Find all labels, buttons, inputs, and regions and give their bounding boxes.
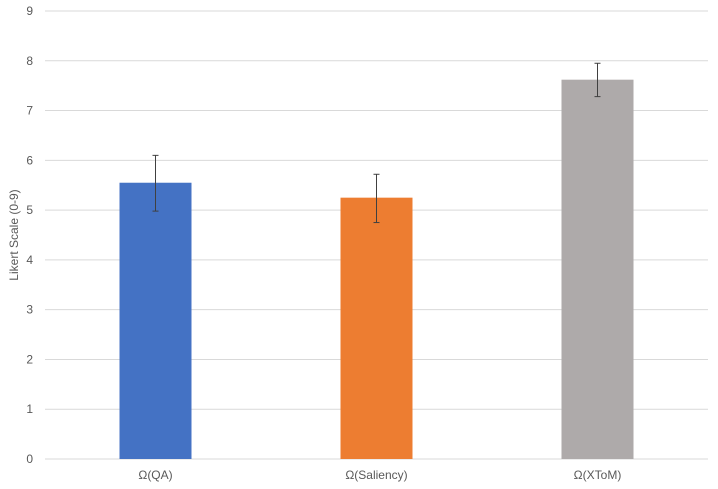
y-tick-label: 2 bbox=[26, 352, 33, 366]
x-axis-ticks: Ω(QA) Ω(Saliency) Ω(XToM) bbox=[138, 468, 621, 482]
error-bar bbox=[373, 173, 380, 224]
y-tick-label: 5 bbox=[26, 203, 33, 217]
y-tick-label: 0 bbox=[26, 452, 33, 466]
bars bbox=[119, 79, 634, 460]
x-tick-label: Ω(QA) bbox=[138, 468, 172, 482]
y-tick-label: 6 bbox=[26, 153, 33, 167]
y-tick-label: 9 bbox=[26, 4, 33, 18]
x-tick-label: Ω(Saliency) bbox=[345, 468, 407, 482]
error-bar bbox=[594, 62, 601, 98]
y-axis-ticks: 0 1 2 3 4 5 6 7 8 9 bbox=[26, 4, 33, 466]
y-tick-label: 7 bbox=[26, 104, 33, 118]
bar bbox=[119, 182, 192, 459]
x-tick-label: Ω(XToM) bbox=[574, 468, 622, 482]
error-bars bbox=[152, 62, 601, 224]
error-bar bbox=[152, 154, 159, 212]
y-tick-label: 8 bbox=[26, 54, 33, 68]
bar bbox=[561, 79, 634, 460]
y-axis-title: Likert Scale (0-9) bbox=[7, 189, 21, 280]
y-tick-label: 1 bbox=[26, 402, 33, 416]
y-tick-label: 4 bbox=[26, 253, 33, 267]
y-tick-label: 3 bbox=[26, 303, 33, 317]
bar bbox=[340, 197, 413, 459]
